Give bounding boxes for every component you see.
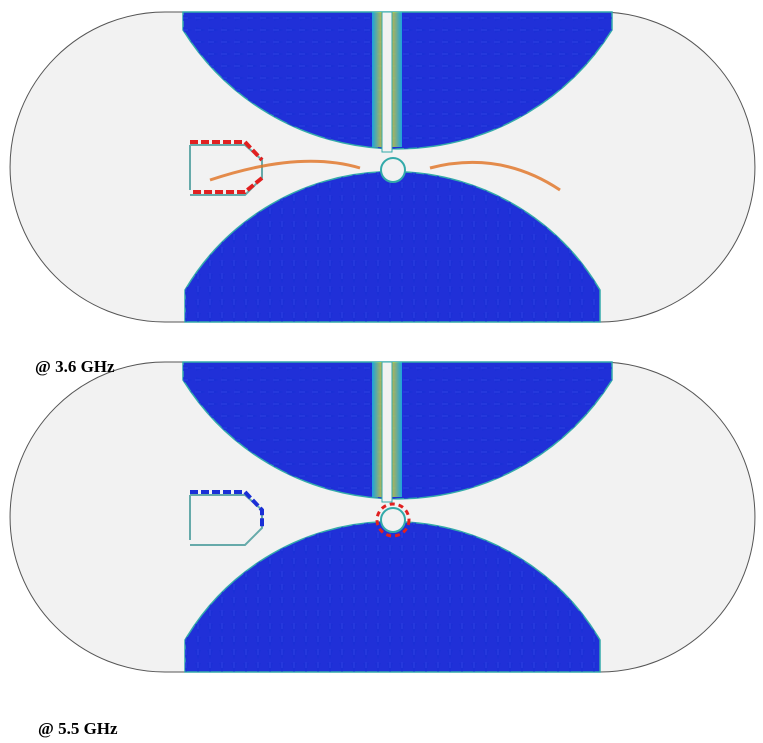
panel-label: @ 3.6 GHz xyxy=(35,357,115,377)
panel-5-5-ghz xyxy=(10,362,755,672)
figure: @ 3.6 GHz @ 5.5 GHz xyxy=(0,0,763,743)
panel-label: @ 5.5 GHz xyxy=(38,719,118,739)
panel-3-6-ghz xyxy=(10,12,755,322)
